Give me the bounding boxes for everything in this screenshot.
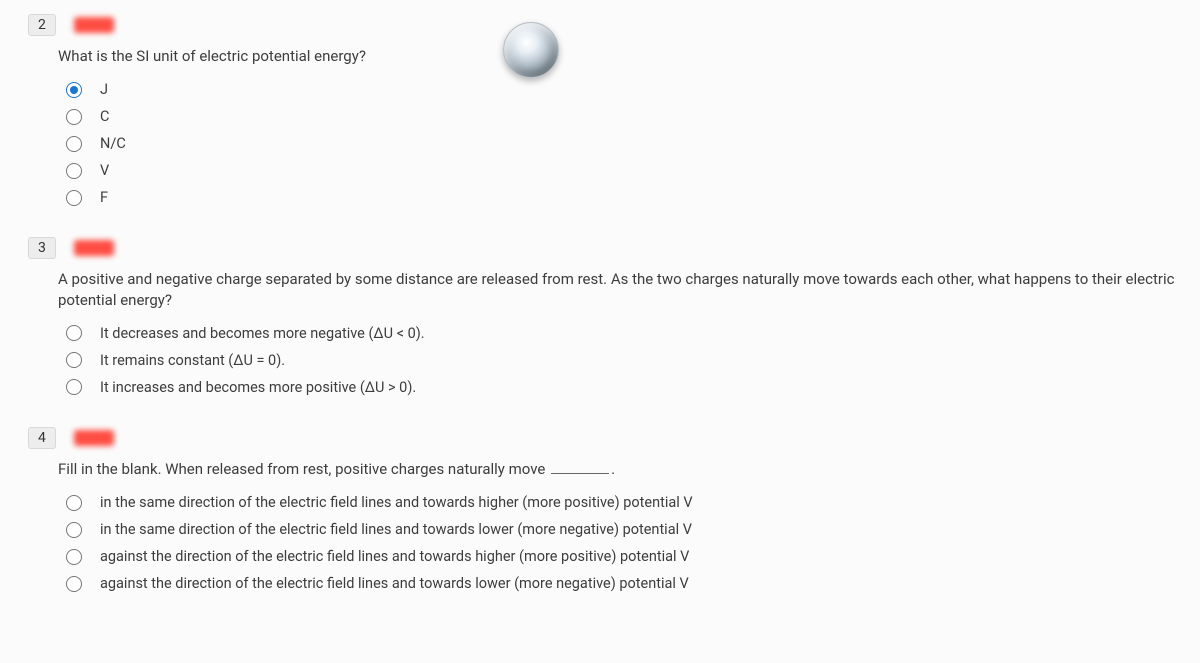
magnifier-lens-icon [503, 22, 559, 78]
option-label: against the direction of the electric fi… [100, 575, 689, 592]
option-constant[interactable]: It remains constant (ΔU = 0). [66, 347, 1178, 374]
radio-icon[interactable] [66, 549, 82, 565]
option-label: N/C [100, 135, 126, 152]
radio-icon[interactable] [66, 325, 82, 341]
option-label: in the same direction of the electric fi… [100, 494, 693, 511]
option-label: in the same direction of the electric fi… [100, 521, 692, 538]
option-label: V [100, 162, 109, 179]
question-2-header: 2 [28, 14, 1178, 36]
radio-selected-icon[interactable] [66, 82, 82, 98]
points-redacted [74, 430, 114, 446]
question-number-badge: 3 [28, 237, 56, 259]
option-increases[interactable]: It increases and becomes more positive (… [66, 374, 1178, 401]
option-against-higher[interactable]: against the direction of the electric fi… [66, 543, 1178, 570]
option-same-lower[interactable]: in the same direction of the electric fi… [66, 516, 1178, 543]
radio-icon[interactable] [66, 495, 82, 511]
question-2-options: J C N/C V F [66, 76, 1178, 211]
option-NC[interactable]: N/C [66, 130, 1178, 157]
question-3-header: 3 [28, 237, 1178, 259]
option-label: J [100, 81, 108, 98]
question-4-options: in the same direction of the electric fi… [66, 489, 1178, 597]
prompt-before-blank: Fill in the blank. When released from re… [58, 460, 549, 478]
radio-icon[interactable] [66, 163, 82, 179]
radio-icon[interactable] [66, 136, 82, 152]
option-label: F [100, 189, 108, 206]
question-2-prompt: What is the SI unit of electric potentia… [58, 46, 1178, 66]
points-redacted [74, 240, 114, 256]
option-label: C [100, 108, 109, 125]
option-same-higher[interactable]: in the same direction of the electric fi… [66, 489, 1178, 516]
radio-icon[interactable] [66, 109, 82, 125]
question-3-prompt: A positive and negative charge separated… [58, 269, 1178, 310]
option-label: It increases and becomes more positive (… [100, 379, 416, 396]
question-number-badge: 4 [28, 427, 56, 449]
option-label: against the direction of the electric fi… [100, 548, 689, 565]
question-4-header: 4 [28, 427, 1178, 449]
fill-blank [551, 473, 609, 474]
option-C[interactable]: C [66, 103, 1178, 130]
radio-icon[interactable] [66, 352, 82, 368]
option-label: It decreases and becomes more negative (… [100, 325, 425, 342]
question-4: 4 Fill in the blank. When released from … [22, 427, 1178, 597]
radio-icon[interactable] [66, 576, 82, 592]
option-J[interactable]: J [66, 76, 1178, 103]
question-4-prompt: Fill in the blank. When released from re… [58, 459, 1178, 479]
option-F[interactable]: F [66, 184, 1178, 211]
question-number-badge: 2 [28, 14, 56, 36]
option-label: It remains constant (ΔU = 0). [100, 352, 285, 369]
radio-icon[interactable] [66, 522, 82, 538]
question-3: 3 A positive and negative charge separat… [22, 237, 1178, 401]
option-decreases[interactable]: It decreases and becomes more negative (… [66, 320, 1178, 347]
question-2: 2 What is the SI unit of electric potent… [22, 14, 1178, 211]
question-3-options: It decreases and becomes more negative (… [66, 320, 1178, 401]
option-against-lower[interactable]: against the direction of the electric fi… [66, 570, 1178, 597]
prompt-after-blank: . [611, 460, 615, 478]
radio-icon[interactable] [66, 190, 82, 206]
radio-icon[interactable] [66, 379, 82, 395]
option-V[interactable]: V [66, 157, 1178, 184]
points-redacted [74, 17, 114, 33]
